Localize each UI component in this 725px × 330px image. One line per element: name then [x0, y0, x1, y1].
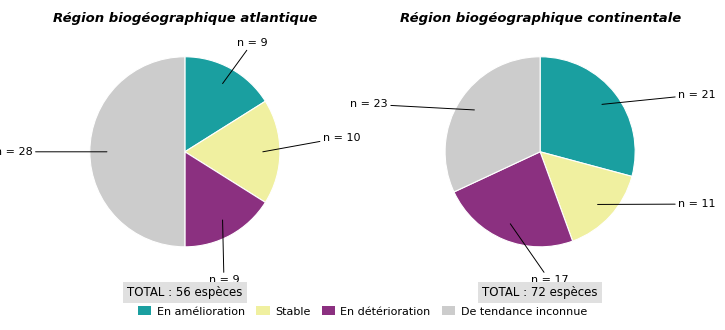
Wedge shape — [185, 101, 280, 202]
Text: n = 11: n = 11 — [597, 199, 716, 209]
Wedge shape — [540, 152, 632, 241]
Text: n = 9: n = 9 — [223, 38, 268, 83]
Wedge shape — [454, 152, 573, 247]
Text: n = 21: n = 21 — [602, 90, 716, 104]
Text: n = 10: n = 10 — [262, 133, 360, 152]
Text: n = 23: n = 23 — [350, 99, 474, 110]
Title: Région biogéographique atlantique: Région biogéographique atlantique — [53, 12, 317, 25]
Title: Région biogéographique continentale: Région biogéographique continentale — [399, 12, 681, 25]
Text: n = 9: n = 9 — [209, 220, 239, 285]
Text: n = 28: n = 28 — [0, 147, 107, 157]
Text: TOTAL : 72 espèces: TOTAL : 72 espèces — [482, 286, 598, 299]
Text: n = 17: n = 17 — [510, 224, 568, 285]
Legend: En amélioration, Stable, En détérioration, De tendance inconnue: En amélioration, Stable, En détérioratio… — [133, 302, 592, 321]
Wedge shape — [540, 57, 635, 177]
Wedge shape — [185, 57, 265, 152]
Wedge shape — [445, 57, 540, 192]
Text: TOTAL : 56 espèces: TOTAL : 56 espèces — [127, 286, 243, 299]
Wedge shape — [185, 152, 265, 247]
Wedge shape — [90, 57, 185, 247]
